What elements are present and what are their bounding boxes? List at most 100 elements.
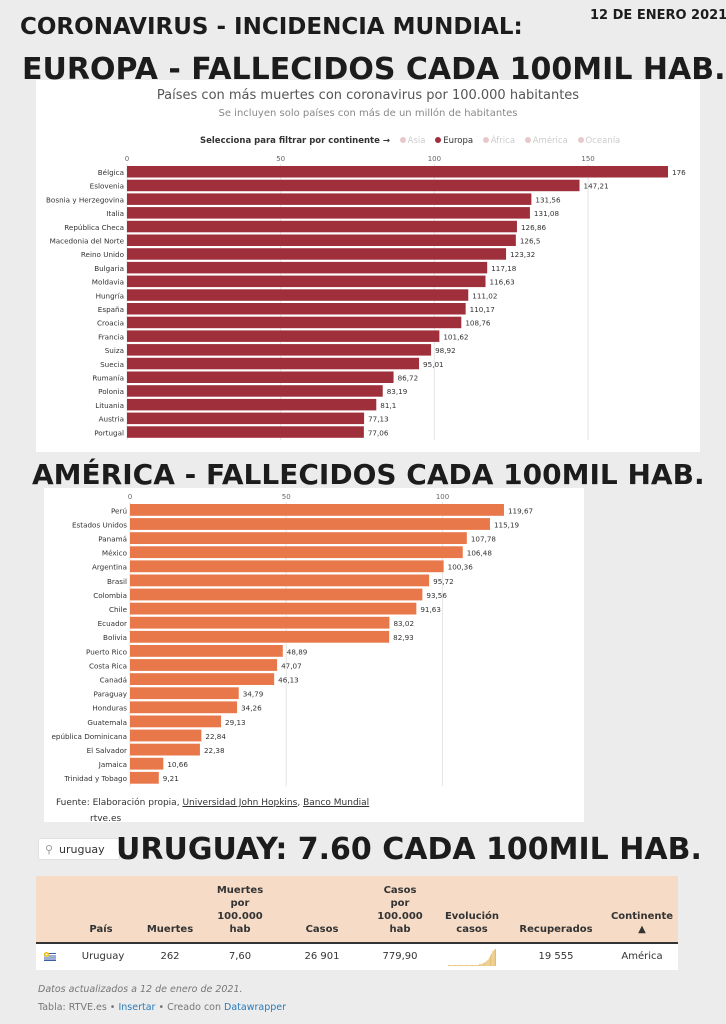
am-bar: [130, 574, 430, 587]
filter-option-europa[interactable]: Europa: [435, 136, 473, 146]
col-recuperados[interactable]: Recuperados: [519, 924, 593, 935]
eu-tick-label: 0: [125, 155, 129, 163]
sparkline-bar: [476, 964, 478, 966]
col-muertes-100k[interactable]: Muertes por 100.000 hab: [216, 885, 264, 935]
search-field[interactable]: ⚲ uruguay: [38, 838, 120, 860]
col-evolucion[interactable]: Evolución casos: [444, 911, 500, 935]
eu-tick-label: 50: [276, 155, 285, 163]
filter-option-america[interactable]: América: [524, 136, 568, 146]
sparkline-bar: [457, 964, 459, 966]
eu-bar: [127, 289, 469, 301]
col-pais[interactable]: País: [89, 924, 113, 935]
eu-bar: [127, 234, 516, 246]
am-value-label: 95,72: [433, 577, 454, 586]
insert-link[interactable]: Insertar: [118, 1002, 156, 1013]
col-casos-100k[interactable]: Casos por 100.000 hab: [377, 885, 423, 935]
am-category-label: Canadá: [100, 676, 127, 685]
source-link-banco-mundial[interactable]: Banco Mundial: [303, 798, 370, 808]
uruguay-table: País Muertes Muertes por 100.000 hab Cas…: [36, 876, 678, 970]
am-category-label: Costa Rica: [89, 661, 127, 670]
col-muertes[interactable]: Muertes: [146, 924, 194, 935]
filter-option-asia[interactable]: Asia: [399, 136, 426, 146]
am-value-label: 106,48: [467, 549, 493, 558]
eu-category-label: Croacia: [97, 319, 124, 328]
data-updated-note: Datos actualizados a 12 de enero de 2021…: [38, 984, 243, 995]
am-category-label: Brasil: [107, 577, 127, 586]
eu-value-label: 131,56: [535, 195, 561, 204]
am-value-label: 83,02: [393, 619, 414, 628]
sparkline-bar: [469, 964, 471, 966]
am-tick-label: 50: [282, 493, 291, 501]
am-bar: [130, 701, 238, 714]
date-label: 12 DE ENERO 2021: [590, 8, 726, 23]
datawrapper-link[interactable]: Datawrapper: [224, 1002, 287, 1013]
eu-value-label: 98,92: [435, 346, 456, 355]
eu-bar: [127, 398, 377, 411]
eu-category-label: República Checa: [64, 223, 124, 232]
sparkline-bar: [454, 964, 455, 966]
eu-category-label: Bulgaria: [94, 264, 124, 273]
europe-chart-panel: Países con más muertes con coronavirus p…: [36, 80, 700, 452]
am-bar: [130, 504, 504, 516]
col-continente[interactable]: Continente ▲: [610, 911, 674, 935]
eu-category-label: Italia: [106, 209, 124, 218]
sparkline-bar: [475, 964, 477, 966]
eu-bar: [127, 344, 432, 356]
europe-bar-chart: 0 50 100 150 Bélgica 176 Eslovenia 147,21 Bosnia…: [46, 155, 686, 440]
eu-value-label: 86,72: [398, 374, 419, 383]
am-bar: [130, 518, 490, 530]
eu-category-label: Suiza: [105, 346, 124, 355]
sparkline-bar: [470, 964, 472, 966]
source-link-hopkins[interactable]: Universidad John Hopkins: [182, 798, 298, 808]
eu-category-label: Rumanía: [92, 374, 124, 383]
cases-sparkline: [448, 949, 496, 966]
sparkline-bar: [467, 964, 469, 966]
filter-option-africa[interactable]: África: [482, 136, 515, 146]
cell-casos-100k: 779,90: [382, 951, 418, 962]
am-bar: [130, 645, 283, 657]
sparkline-bar: [491, 953, 493, 966]
am-bar: [130, 715, 222, 728]
am-bar: [130, 757, 164, 770]
am-bar: [130, 743, 200, 756]
search-input[interactable]: uruguay: [59, 842, 105, 856]
eu-value-label: 101,62: [443, 332, 468, 341]
eu-bar: [127, 207, 530, 219]
am-value-label: 93,56: [426, 591, 447, 600]
sparkline-bar: [458, 964, 460, 966]
sparkline-bar: [455, 964, 457, 966]
am-category-label: Estados Unidos: [72, 520, 127, 529]
col-casos[interactable]: Casos: [305, 924, 339, 935]
eu-value-label: 176: [672, 168, 686, 177]
eu-bar: [127, 316, 462, 329]
am-bar: [130, 560, 444, 573]
eu-category-label: Polonia: [98, 387, 124, 396]
eu-value-label: 108,76: [465, 319, 491, 328]
america-heading: AMÉRICA - FALLECIDOS CADA 100MIL HAB.: [32, 458, 705, 491]
cell-muertes-100k: 7,60: [228, 951, 252, 962]
sparkline-bar: [490, 955, 491, 966]
sparkline-bar: [450, 964, 452, 966]
eu-bar: [127, 261, 488, 274]
am-bar: [130, 630, 390, 643]
search-icon: ⚲: [44, 842, 54, 856]
eu-value-label: 95,01: [423, 360, 444, 369]
sparkline-bar: [485, 961, 487, 966]
eu-value-label: 123,32: [510, 250, 535, 259]
sparkline-bar: [492, 951, 494, 966]
sparkline-bar: [468, 964, 470, 966]
eu-value-label: 126,86: [521, 223, 547, 232]
eu-value-label: 126,5: [520, 237, 541, 246]
am-category-label: Chile: [109, 605, 128, 614]
eu-bar: [127, 385, 383, 397]
source-outlet: rtve.es: [90, 814, 122, 824]
source-note: Fuente: Elaboración propia, Universidad …: [56, 798, 370, 808]
am-value-label: 46,13: [278, 676, 299, 685]
sparkline-bar: [451, 964, 453, 966]
am-value-label: 29,13: [225, 718, 246, 727]
filter-option-oceania[interactable]: Oceanía: [577, 136, 620, 146]
am-category-label: Argentina: [92, 563, 127, 572]
eu-bar: [127, 179, 580, 192]
america-chart-panel: 0 50 100 Perú 119,67 Estados Unidos 115,19 Pana…: [44, 488, 584, 824]
uruguay-heading: URUGUAY: 7.60 CADA 100MIL HAB.: [116, 832, 702, 867]
